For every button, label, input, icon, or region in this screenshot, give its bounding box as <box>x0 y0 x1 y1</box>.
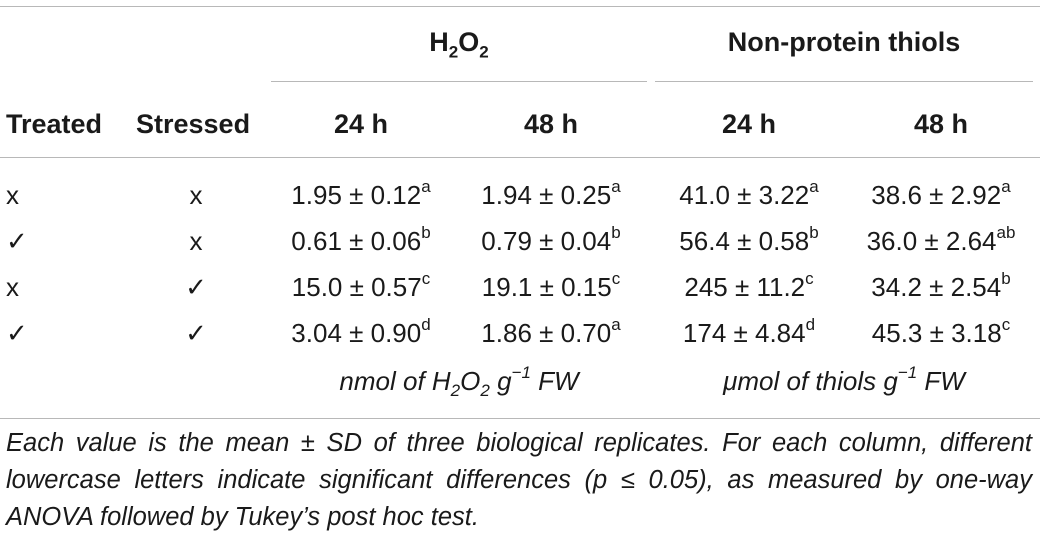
row4-thiols-24h-letter: d <box>805 315 816 335</box>
table-bottom-rule <box>0 418 1040 419</box>
col-thiols-48h-header: 48 h <box>913 109 969 139</box>
h2o2-group-rule <box>271 81 647 82</box>
row1-thiols-48h-letter: a <box>1001 177 1011 197</box>
row2-thiols-48h-letter: ab <box>996 223 1016 243</box>
row4-thiols-48h-letter: c <box>1001 315 1011 335</box>
row3-h2o2-48h-letter: c <box>611 269 621 289</box>
row3-h2o2-48h: 19.1 ± 0.15c <box>456 269 646 302</box>
col-thiols-24h-header: 24 h <box>721 109 777 139</box>
h2o2-unit-sub2: 2 <box>480 381 490 401</box>
row4-treated: ✓ <box>6 318 28 348</box>
row3-h2o2-24h-letter: c <box>421 269 431 289</box>
table-footnote: Each value is the mean ± SD of three bio… <box>6 429 1032 531</box>
row2-thiols-24h-value: 56.4 ± 0.58 <box>679 226 810 256</box>
row4-h2o2-24h: 3.04 ± 0.90d <box>272 315 450 348</box>
row2-stressed: x <box>189 226 203 256</box>
row1-thiols-24h-value: 41.0 ± 3.22 <box>679 180 810 210</box>
thiols-unit-b: FW <box>917 366 965 396</box>
row4-h2o2-24h-letter: d <box>421 315 431 335</box>
row1-treated: x <box>6 180 19 210</box>
row3-thiols-24h-letter: c <box>805 269 814 289</box>
row4-stressed: ✓ <box>185 318 207 348</box>
row4-h2o2-48h-letter: a <box>611 315 621 335</box>
thiols-group-header: Non-protein thiols <box>727 27 961 57</box>
h2o2-o: O <box>458 27 480 57</box>
row1-h2o2-24h-value: 1.95 ± 0.12 <box>291 180 422 210</box>
row1-thiols-48h-value: 38.6 ± 2.92 <box>871 180 1002 210</box>
row2-thiols-24h: 56.4 ± 0.58b <box>655 223 843 256</box>
row2-treated: ✓ <box>6 226 28 256</box>
thiols-unit-label: μmol of thiols g−1 FW <box>655 363 1033 396</box>
col-h2o2-24h-header: 24 h <box>333 109 389 139</box>
row4-thiols-24h: 174 ± 4.84d <box>655 315 843 348</box>
h2o2-unit-b: O <box>460 366 481 396</box>
row1-thiols-24h: 41.0 ± 3.22a <box>655 177 843 210</box>
row1-thiols-48h: 38.6 ± 2.92a <box>848 177 1034 210</box>
row4-thiols-48h-value: 45.3 ± 3.18 <box>871 318 1002 348</box>
h2o2-sub2: 2 <box>479 42 489 62</box>
h2o2-unit-c: g <box>489 366 512 396</box>
row2-thiols-48h: 36.0 ± 2.64ab <box>848 223 1034 256</box>
h2o2-unit-label: nmol of H2O2 g−1 FW <box>272 363 646 399</box>
row3-thiols-48h-letter: b <box>1001 269 1011 289</box>
h2o2-unit-sub1: 2 <box>450 381 461 401</box>
row3-h2o2-24h: 15.0 ± 0.57c <box>272 269 450 302</box>
top-rule <box>0 6 1040 7</box>
row2-thiols-24h-letter: b <box>809 223 819 243</box>
row2-h2o2-48h-value: 0.79 ± 0.04 <box>481 226 612 256</box>
header-bottom-rule <box>0 157 1040 158</box>
row3-stressed: ✓ <box>185 272 207 302</box>
h2o2-h: H <box>429 27 449 57</box>
h2o2-group-header: H2O2 <box>271 27 647 60</box>
h2o2-sub1: 2 <box>448 42 459 62</box>
h2o2-unit-d: FW <box>530 366 579 396</box>
h2o2-unit-a: nmol of H <box>339 366 451 396</box>
row2-h2o2-48h-letter: b <box>611 223 621 243</box>
row4-thiols-24h-value: 174 ± 4.84 <box>682 318 806 348</box>
row3-h2o2-48h-value: 19.1 ± 0.15 <box>481 272 612 302</box>
row1-h2o2-24h: 1.95 ± 0.12a <box>272 177 450 210</box>
col-h2o2-48h-header: 48 h <box>523 109 579 139</box>
row1-h2o2-48h-letter: a <box>611 177 621 197</box>
row2-h2o2-24h-letter: b <box>421 223 431 243</box>
row2-h2o2-24h: 0.61 ± 0.06b <box>272 223 450 256</box>
thiols-unit-a: μmol of thiols g <box>723 366 898 396</box>
row1-h2o2-48h-value: 1.94 ± 0.25 <box>481 180 612 210</box>
row2-h2o2-24h-value: 0.61 ± 0.06 <box>291 226 422 256</box>
row3-thiols-48h: 34.2 ± 2.54b <box>848 269 1034 302</box>
row2-h2o2-48h: 0.79 ± 0.04b <box>456 223 646 256</box>
row3-h2o2-24h-value: 15.0 ± 0.57 <box>291 272 422 302</box>
row3-thiols-24h: 245 ± 11.2c <box>655 269 843 302</box>
row1-thiols-24h-letter: a <box>809 177 819 197</box>
row4-h2o2-48h-value: 1.86 ± 0.70 <box>481 318 612 348</box>
row3-treated: x <box>6 272 19 302</box>
row3-thiols-24h-value: 245 ± 11.2 <box>684 272 806 302</box>
col-stressed-header: Stressed <box>136 109 251 139</box>
row1-h2o2-48h: 1.94 ± 0.25a <box>456 177 646 210</box>
row4-h2o2-24h-value: 3.04 ± 0.90 <box>291 318 422 348</box>
col-treated-header: Treated <box>6 109 103 139</box>
thiols-unit-sup: −1 <box>897 363 918 383</box>
thiols-group-rule <box>655 81 1033 82</box>
row2-thiols-48h-value: 36.0 ± 2.64 <box>866 226 997 256</box>
row3-thiols-48h-value: 34.2 ± 2.54 <box>871 272 1002 302</box>
h2o2-unit-sup: −1 <box>511 363 531 383</box>
row1-stressed: x <box>189 180 203 210</box>
row4-h2o2-48h: 1.86 ± 0.70a <box>456 315 646 348</box>
row1-h2o2-24h-letter: a <box>421 177 431 197</box>
row4-thiols-48h: 45.3 ± 3.18c <box>848 315 1034 348</box>
